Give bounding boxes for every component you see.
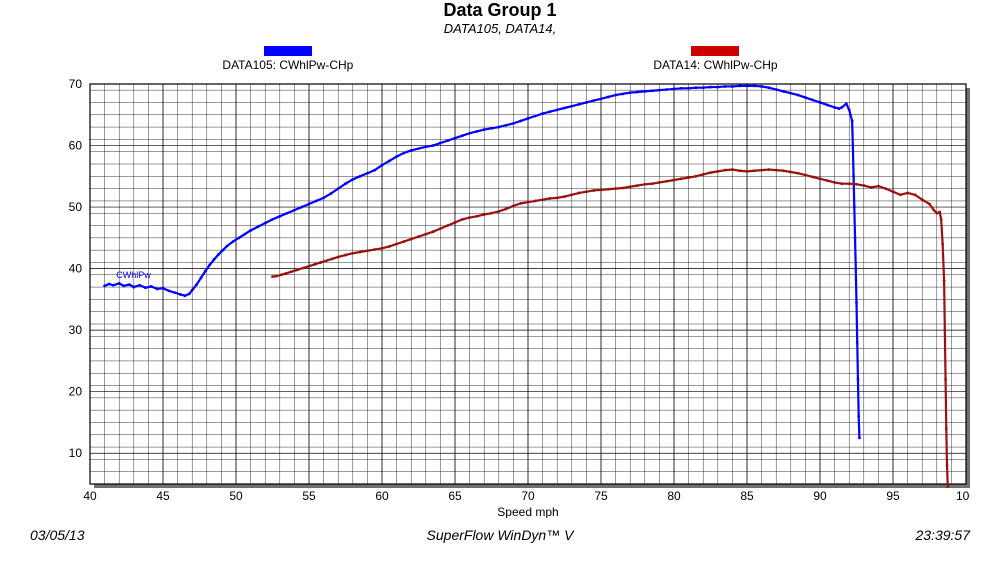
chart-title: Data Group 1 (0, 0, 1000, 21)
legend-swatch-1 (691, 46, 739, 56)
svg-text:100: 100 (956, 489, 970, 503)
svg-text:50: 50 (229, 489, 243, 503)
svg-text:45: 45 (156, 489, 170, 503)
legend-item-0: DATA105: CWhlPw-CHp (222, 46, 353, 72)
svg-text:60: 60 (69, 139, 83, 153)
chart-subtitle: DATA105, DATA14, (0, 21, 1000, 36)
footer-date: 03/05/13 (30, 527, 85, 543)
svg-text:10: 10 (69, 446, 83, 460)
plot-area: 40 45 50 55 60 65 70 75 80 85 90 95 100 10 20 30 40 50 60 7… (20, 78, 980, 523)
svg-text:55: 55 (302, 489, 316, 503)
svg-text:30: 30 (69, 323, 83, 337)
svg-text:40: 40 (83, 489, 97, 503)
footer-time: 23:39:57 (915, 527, 970, 543)
svg-text:65: 65 (448, 489, 462, 503)
svg-text:80: 80 (667, 489, 681, 503)
svg-text:40: 40 (69, 262, 83, 276)
svg-text:CWhlPw: CWhlPw (116, 270, 151, 280)
legend-item-1: DATA14: CWhlPw-CHp (653, 46, 777, 72)
legend-label-1: DATA14: CWhlPw-CHp (653, 58, 777, 72)
svg-text:Speed mph: Speed mph (497, 505, 558, 518)
svg-text:90: 90 (813, 489, 827, 503)
svg-text:70: 70 (521, 489, 535, 503)
svg-text:50: 50 (69, 200, 83, 214)
legend-label-0: DATA105: CWhlPw-CHp (222, 58, 353, 72)
legend: DATA105: CWhlPw-CHp DATA14: CWhlPw-CHp (0, 46, 1000, 72)
footer: 03/05/13 SuperFlow WinDyn™ V 23:39:57 (0, 523, 1000, 543)
svg-text:75: 75 (594, 489, 608, 503)
svg-text:95: 95 (886, 489, 900, 503)
chart-svg: 40 45 50 55 60 65 70 75 80 85 90 95 100 10 20 30 40 50 60 7… (20, 78, 970, 518)
footer-app: SuperFlow WinDyn™ V (427, 527, 574, 543)
svg-text:60: 60 (375, 489, 389, 503)
svg-text:85: 85 (740, 489, 754, 503)
svg-text:70: 70 (69, 78, 83, 91)
svg-text:20: 20 (69, 385, 83, 399)
legend-swatch-0 (264, 46, 312, 56)
